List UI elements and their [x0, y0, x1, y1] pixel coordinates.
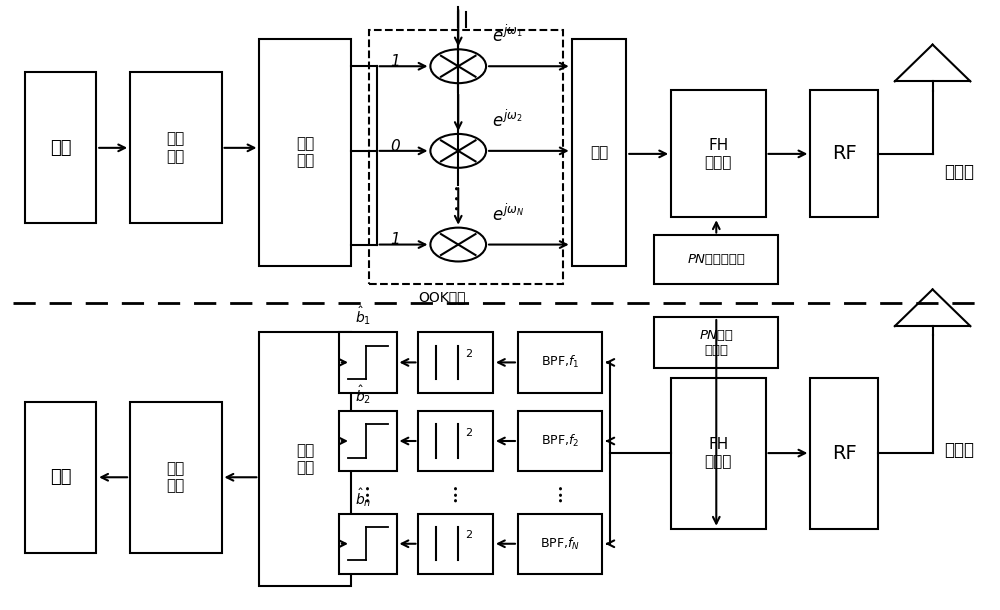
Text: 2: 2: [466, 349, 473, 359]
Text: PN序列
发生器: PN序列 发生器: [699, 329, 733, 357]
Text: $e^{j\omega_N}$: $e^{j\omega_N}$: [492, 203, 524, 224]
FancyBboxPatch shape: [518, 411, 602, 471]
FancyBboxPatch shape: [339, 332, 397, 393]
FancyBboxPatch shape: [810, 90, 878, 217]
Text: $e^{j\omega_2}$: $e^{j\omega_2}$: [492, 110, 522, 131]
FancyBboxPatch shape: [671, 378, 766, 529]
Text: $\hat{b}_n$: $\hat{b}_n$: [355, 486, 371, 509]
Text: 信道
译码: 信道 译码: [167, 461, 185, 493]
FancyBboxPatch shape: [418, 411, 493, 471]
Text: 合并: 合并: [590, 145, 608, 160]
FancyBboxPatch shape: [654, 317, 778, 368]
FancyBboxPatch shape: [654, 235, 778, 284]
FancyBboxPatch shape: [518, 514, 602, 574]
Text: •••: •••: [363, 483, 373, 502]
FancyBboxPatch shape: [418, 514, 493, 574]
Text: 并串
转换: 并串 转换: [296, 443, 314, 475]
FancyBboxPatch shape: [130, 73, 222, 223]
FancyBboxPatch shape: [671, 90, 766, 217]
Text: 2: 2: [466, 531, 473, 540]
FancyBboxPatch shape: [339, 514, 397, 574]
Text: 发射端: 发射端: [944, 163, 974, 181]
Text: 串并
转换: 串并 转换: [296, 136, 314, 168]
Text: OOK调制: OOK调制: [419, 290, 466, 304]
Text: RF: RF: [832, 443, 856, 462]
Text: 0: 0: [391, 138, 400, 154]
Text: 1: 1: [391, 54, 400, 69]
FancyBboxPatch shape: [518, 332, 602, 393]
Text: $e^{j\omega_1}$: $e^{j\omega_1}$: [492, 25, 523, 46]
Text: BPF,$f_2$: BPF,$f_2$: [541, 433, 579, 449]
FancyBboxPatch shape: [130, 402, 222, 553]
Text: $\hat{b}_1$: $\hat{b}_1$: [355, 305, 371, 328]
FancyBboxPatch shape: [259, 332, 351, 586]
Text: 2: 2: [466, 428, 473, 438]
Text: FH
解调器: FH 解调器: [705, 437, 732, 469]
Text: 信源: 信源: [50, 139, 71, 157]
Text: •••: •••: [555, 483, 565, 502]
FancyBboxPatch shape: [810, 378, 878, 529]
FancyBboxPatch shape: [25, 402, 96, 553]
FancyBboxPatch shape: [25, 73, 96, 223]
FancyBboxPatch shape: [339, 411, 397, 471]
FancyBboxPatch shape: [572, 39, 626, 266]
Text: FH
调制器: FH 调制器: [705, 138, 732, 170]
Text: 信宿: 信宿: [50, 468, 71, 486]
Text: BPF,$f_1$: BPF,$f_1$: [541, 354, 579, 370]
FancyBboxPatch shape: [418, 332, 493, 393]
Text: RF: RF: [832, 145, 856, 163]
Text: 1: 1: [391, 232, 400, 247]
Text: • • •: • • •: [453, 184, 463, 211]
Text: 信道
编码: 信道 编码: [167, 132, 185, 164]
Text: 接收端: 接收端: [944, 441, 974, 459]
Text: $\hat{b}_2$: $\hat{b}_2$: [355, 383, 371, 406]
FancyBboxPatch shape: [259, 39, 351, 266]
Text: PN序列发生器: PN序列发生器: [687, 253, 745, 266]
Text: BPF,$f_N$: BPF,$f_N$: [540, 536, 580, 552]
Text: •••: •••: [451, 483, 461, 502]
